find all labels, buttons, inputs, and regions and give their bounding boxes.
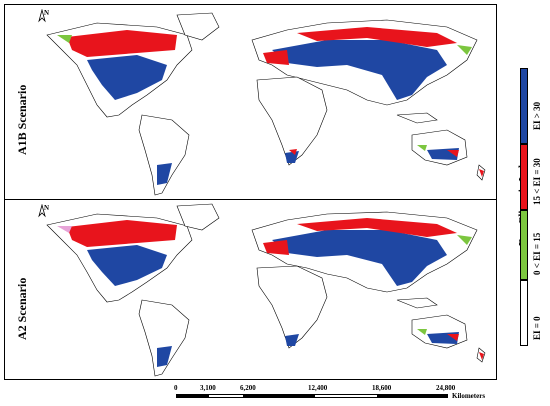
ei-low-australia [417, 329, 427, 335]
ei-low-eurasia [457, 235, 472, 245]
world-map-a2 [46, 203, 486, 377]
ei-mid-eurasia [297, 218, 457, 237]
ei-high-eurasia [272, 40, 447, 100]
scalebar-tick: 12,400 [308, 384, 328, 392]
scalebar-segment [378, 394, 448, 398]
land-africa [256, 76, 328, 166]
scalebar-unit: Kilometers [452, 392, 486, 400]
ei-mid-new-zealand [479, 352, 484, 360]
north-arrow-icon: N [35, 203, 49, 220]
legend-swatch-ei-0 [520, 280, 528, 346]
world-map-a1b [46, 12, 486, 196]
scalebar-tick: 6,200 [240, 384, 256, 392]
land-greenland [176, 203, 220, 231]
map-panel-a1b: A1B Scenario N [4, 4, 497, 200]
scalebar-tick: 24,800 [436, 384, 456, 392]
land-south-america [138, 299, 190, 377]
scalebar-segment [314, 394, 378, 398]
ei-mid-north-america [67, 220, 177, 247]
legend-label-ei-0-15: 0 < EI = 15 [532, 232, 542, 275]
ei-high-north-america [87, 55, 167, 100]
land-australia [411, 129, 468, 166]
ei-high-north-america [87, 245, 167, 286]
land-greenland [176, 12, 220, 41]
ei-mid-north-america [67, 30, 177, 57]
ei-low-north-america [57, 35, 72, 43]
ei-low-eurasia [457, 45, 472, 55]
legend-swatch-ei-0-15 [520, 210, 528, 280]
ei-mid-eurasia [297, 27, 457, 47]
ei-low-north-america [57, 226, 72, 233]
ei-high-south-africa [285, 151, 299, 163]
ei-mid-europe [263, 240, 289, 255]
land-south-america [138, 114, 190, 196]
legend-label-ei-gt-30: EI > 30 [532, 101, 542, 130]
scalebar: 0 3,100 6,200 12,400 18,600 24,800 Kilom… [170, 384, 490, 404]
ei-high-eurasia [272, 230, 447, 286]
scalebar-segment [208, 394, 244, 398]
map-panel-a2: A2 Scenario N [4, 200, 497, 380]
ei-overlay-a1b [57, 27, 484, 185]
land-africa [256, 265, 328, 349]
scalebar-segment [176, 394, 208, 398]
ei-overlay-a2 [57, 218, 484, 367]
legend-label-ei-0: EI = 0 [532, 316, 542, 340]
ei-mid-australia [447, 150, 459, 157]
legend-swatch-ei-15-30 [520, 144, 528, 210]
ei-mid-south-africa [289, 149, 297, 155]
scalebar-tick: 3,100 [200, 384, 216, 392]
ei-mid-new-zealand [479, 169, 484, 177]
scalebar-tick: 0 [174, 384, 178, 392]
scalebar-tick: 18,600 [372, 384, 392, 392]
ei-high-south-america [157, 346, 172, 367]
ei-high-south-america [157, 163, 172, 185]
ei-high-south-africa [285, 334, 299, 346]
ei-mid-australia [447, 334, 459, 341]
land-indonesia [396, 297, 438, 309]
north-arrow-icon: N [35, 8, 49, 25]
scalebar-segment [244, 394, 314, 398]
ei-low-australia [417, 145, 427, 151]
legend-swatch-ei-gt-30 [520, 68, 528, 144]
ei-mid-europe [263, 50, 289, 65]
land-indonesia [396, 112, 438, 124]
legend-label-ei-15-30: 15 < EI = 30 [532, 158, 542, 205]
